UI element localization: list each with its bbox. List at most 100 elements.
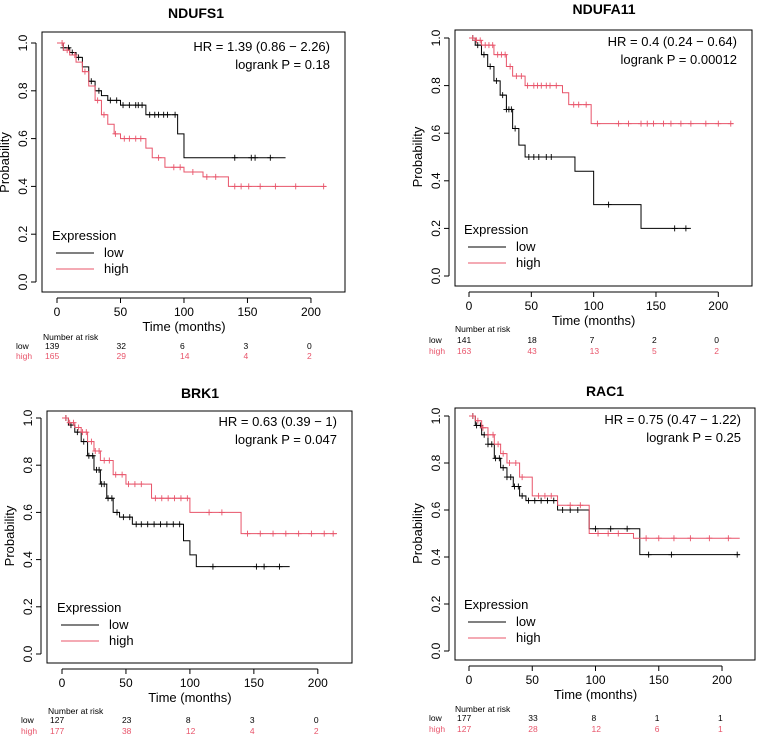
risk-count-high: 177 xyxy=(50,726,64,736)
x-tick-label: 50 xyxy=(119,676,133,690)
censor-mark-high xyxy=(218,509,225,516)
censor-mark-low xyxy=(734,551,741,558)
risk-table-header: Number at risk xyxy=(455,324,511,334)
risk-row-label-low: low xyxy=(429,335,443,345)
censor-mark-high xyxy=(321,530,328,537)
risk-count-low: 1 xyxy=(655,713,660,723)
x-tick-label: 200 xyxy=(301,305,321,319)
plot-frame xyxy=(41,31,346,293)
risk-count-low: 3 xyxy=(250,715,255,725)
censor-mark-high xyxy=(512,460,519,466)
risk-count-high: 2 xyxy=(714,346,719,356)
censor-mark-high xyxy=(643,535,650,542)
censor-mark-low xyxy=(488,441,495,448)
censor-mark-low xyxy=(544,497,551,504)
censor-mark-high xyxy=(484,431,491,438)
censor-mark-low xyxy=(113,97,120,104)
legend-label-low: low xyxy=(109,617,129,632)
x-tick-label: 150 xyxy=(244,676,264,690)
risk-count-high: 6 xyxy=(655,724,660,734)
risk-count-low: 0 xyxy=(307,341,312,351)
censor-mark-high xyxy=(100,111,107,118)
censor-mark-high xyxy=(70,419,77,426)
censor-mark-high xyxy=(469,413,476,419)
km-curve-high xyxy=(469,415,740,539)
censor-mark-high xyxy=(59,40,66,46)
censor-mark-low xyxy=(261,563,268,570)
risk-count-high: 43 xyxy=(527,346,537,356)
y-tick-label: 1.0 xyxy=(21,409,35,426)
y-tick-label: 0.4 xyxy=(21,551,35,568)
censor-mark-low xyxy=(493,77,500,84)
x-tick-label: 200 xyxy=(308,676,328,690)
censor-mark-low xyxy=(496,455,503,462)
risk-count-low: 139 xyxy=(45,341,59,351)
risk-count-low: 141 xyxy=(457,335,471,345)
censor-mark-low xyxy=(120,102,127,109)
censor-mark-high xyxy=(132,135,139,142)
censor-mark-low xyxy=(668,551,675,558)
legend-label-low: low xyxy=(516,239,536,254)
legend-title: Expression xyxy=(57,600,121,615)
censor-mark-high xyxy=(121,135,128,142)
km-curve-high xyxy=(469,37,734,125)
censor-mark-high xyxy=(650,120,657,127)
censor-mark-high xyxy=(62,415,69,421)
censor-mark-high xyxy=(575,101,582,108)
risk-table-header: Number at risk xyxy=(48,706,104,716)
legend-title: Expression xyxy=(464,222,528,237)
censor-mark-high xyxy=(638,120,645,127)
legend-title: Expression xyxy=(464,597,528,612)
censor-mark-high xyxy=(158,495,165,502)
censor-mark-high xyxy=(687,120,694,127)
y-tick-label: 0.0 xyxy=(429,267,443,284)
censor-mark-low xyxy=(126,514,133,521)
censor-mark-low xyxy=(114,509,120,516)
plot-frame xyxy=(454,29,753,287)
x-tick-label: 150 xyxy=(646,299,666,313)
censor-mark-high xyxy=(495,441,502,448)
censor-mark-high xyxy=(126,135,133,142)
censor-mark-low xyxy=(507,474,514,481)
hazard-ratio-text: HR = 1.39 (0.86 − 2.26) xyxy=(193,39,330,54)
x-axis-title: Time (months) xyxy=(142,319,225,334)
panel-title: RAC1 xyxy=(586,383,624,399)
censor-mark-high xyxy=(535,492,542,499)
censor-mark-high xyxy=(670,535,677,542)
y-tick-label: 0.6 xyxy=(21,504,35,521)
x-tick-label: 0 xyxy=(54,305,61,319)
km-curve-high xyxy=(62,417,337,535)
y-tick-label: 1.0 xyxy=(429,407,443,424)
censor-mark-high xyxy=(75,424,82,431)
risk-count-high: 29 xyxy=(116,351,126,361)
censor-mark-high xyxy=(706,535,713,542)
censor-mark-low xyxy=(531,497,538,504)
censor-mark-low xyxy=(88,78,95,85)
censor-mark-high xyxy=(177,164,184,171)
y-tick-label: 0.2 xyxy=(429,595,443,612)
km-panel-brk1: BRK1 0.0 0.2 0.4 0.6 0.8 1.0 Probability 0 50 100 1… xyxy=(2,385,353,736)
risk-table-header: Number at risk xyxy=(43,332,99,342)
risk-count-high: 1 xyxy=(718,724,723,734)
censor-mark-low xyxy=(535,154,542,160)
y-tick-label: 0.8 xyxy=(16,82,30,99)
censor-mark-high xyxy=(677,120,684,127)
censor-mark-high xyxy=(727,120,734,127)
censor-mark-low xyxy=(592,525,599,532)
x-tick-label: 100 xyxy=(584,299,604,313)
censor-mark-high xyxy=(541,492,548,499)
y-tick-label: 1.0 xyxy=(429,29,443,46)
censor-mark-low xyxy=(144,521,151,528)
censor-mark-low xyxy=(682,225,689,232)
risk-count-low: 6 xyxy=(180,341,185,351)
risk-count-high: 165 xyxy=(45,351,59,361)
censor-mark-low xyxy=(176,521,183,528)
censor-mark-low xyxy=(474,42,481,49)
censor-mark-high xyxy=(64,47,71,54)
censor-mark-high xyxy=(715,120,722,127)
censor-mark-high xyxy=(474,417,481,424)
censor-mark-high xyxy=(518,73,525,80)
x-axis-title: Time (months) xyxy=(148,690,231,705)
y-tick-label: 0.8 xyxy=(429,454,443,471)
